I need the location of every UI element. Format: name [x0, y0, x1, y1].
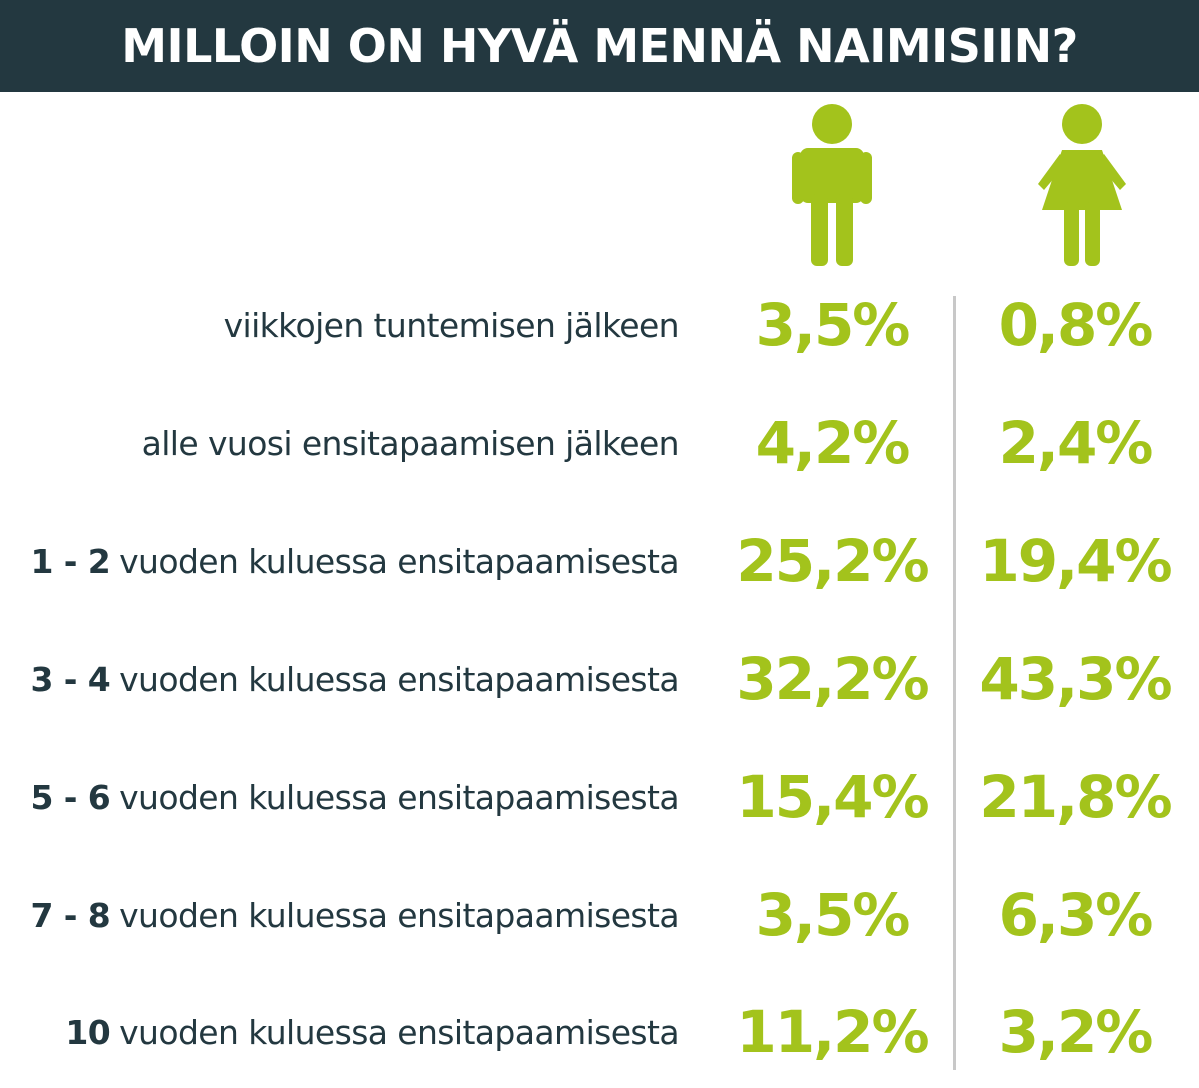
male-value: 4,2%: [755, 409, 911, 477]
female-value: 3,2%: [998, 998, 1154, 1066]
male-value: 15,4%: [736, 763, 929, 831]
row-label: 7 - 8 vuoden kuluessa ensitapaamisesta: [31, 860, 680, 970]
table-row: 3 - 4 vuoden kuluessa ensitapaamisesta 32…: [0, 624, 1199, 734]
female-value: 21,8%: [979, 763, 1172, 831]
row-label-number: 10: [65, 1012, 111, 1052]
table-row: 7 - 8 vuoden kuluessa ensitapaamisesta 3,…: [0, 860, 1199, 970]
male-person-icon: [792, 104, 872, 266]
female-value: 0,8%: [998, 291, 1154, 359]
row-label-text: vuoden kuluessa ensitapaamisesta: [119, 659, 679, 699]
row-label-text: viikkojen tuntemisen jälkeen: [223, 305, 680, 345]
row-label: 10 vuoden kuluessa ensitapaamisesta: [65, 977, 679, 1087]
row-label: 3 - 4 vuoden kuluessa ensitapaamisesta: [31, 624, 680, 734]
table-row: alle vuosi ensitapaamisen jälkeen 4,2% 2…: [0, 388, 1199, 498]
row-label: alle vuosi ensitapaamisen jälkeen: [141, 388, 680, 498]
header-bar: MILLOIN ON HYVÄ MENNÄ NAIMISIIN?: [0, 0, 1199, 92]
row-label-number: 7 - 8: [30, 895, 111, 935]
row-label-text: vuoden kuluessa ensitapaamisesta: [119, 1012, 679, 1052]
row-label-text: vuoden kuluessa ensitapaamisesta: [119, 895, 679, 935]
male-value: 32,2%: [736, 645, 929, 713]
female-value: 43,3%: [979, 645, 1172, 713]
female-person-icon: [1038, 104, 1126, 266]
column-divider: [953, 296, 956, 1070]
row-label: viikkojen tuntemisen jälkeen: [223, 270, 680, 380]
female-value: 2,4%: [998, 409, 1154, 477]
table-row: viikkojen tuntemisen jälkeen 3,5% 0,8%: [0, 270, 1199, 380]
chart-title: MILLOIN ON HYVÄ MENNÄ NAIMISIIN?: [121, 19, 1078, 73]
row-label: 1 - 2 vuoden kuluessa ensitapaamisesta: [31, 506, 680, 616]
row-label-text: vuoden kuluessa ensitapaamisesta: [119, 541, 679, 581]
male-value: 25,2%: [736, 527, 929, 595]
table-row: 10 vuoden kuluessa ensitapaamisesta 11,2%…: [0, 977, 1199, 1087]
row-label-number: 1 - 2: [30, 541, 111, 581]
row-label: 5 - 6 vuoden kuluessa ensitapaamisesta: [31, 742, 680, 852]
male-value: 11,2%: [736, 998, 929, 1066]
row-label-text: alle vuosi ensitapaamisen jälkeen: [141, 423, 680, 463]
female-value: 19,4%: [979, 527, 1172, 595]
table-row: 1 - 2 vuoden kuluessa ensitapaamisesta 25…: [0, 506, 1199, 616]
table-row: 5 - 6 vuoden kuluessa ensitapaamisesta 15…: [0, 742, 1199, 852]
male-value: 3,5%: [755, 291, 911, 359]
female-value: 6,3%: [998, 881, 1154, 949]
row-label-number: 5 - 6: [30, 777, 111, 817]
row-label-text: vuoden kuluessa ensitapaamisesta: [119, 777, 679, 817]
male-value: 3,5%: [755, 881, 911, 949]
row-label-number: 3 - 4: [30, 659, 111, 699]
